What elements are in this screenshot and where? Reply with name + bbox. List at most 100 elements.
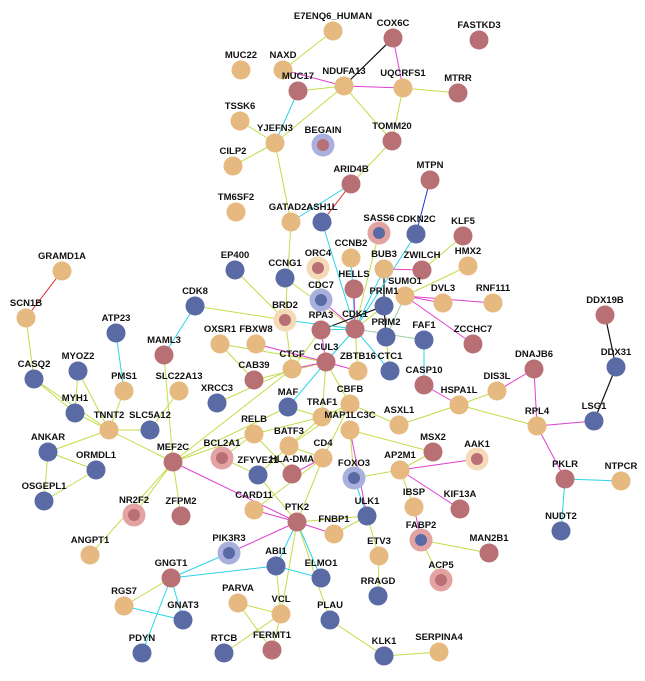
node-label-sass6: SASS6 [363,213,394,224]
node-label-rtcb: RTCB [211,633,238,644]
node-label-etv3: ETV3 [367,536,391,547]
node-circle-mtrr [449,84,468,103]
node-circle-hells [345,280,364,299]
node-circle-kif13a [451,500,470,519]
node-label-e7enq6-human: E7ENQ6_HUMAN [294,11,372,22]
node-circle-cd4 [314,449,333,468]
node-circle-atp23 [107,324,126,343]
node-label-bcl2a1: BCL2A1 [204,438,242,449]
node-circle-aak1 [471,453,483,465]
node-circle-ep400 [226,261,245,280]
node-circle-cul3 [317,353,336,372]
node-circle-plau [321,611,340,630]
node-label-gramd1a: GRAMD1A [38,251,86,262]
node-circle-msx2 [424,443,443,462]
node-circle-hla-dma [283,465,302,484]
node-label-zbtb16: ZBTB16 [340,351,376,362]
node-label-man2b1: MAN2B1 [469,533,509,544]
node-label-lsg1: LSG1 [582,401,608,412]
node-label-plau: PLAU [317,600,343,611]
node-circle-map1lc3c [341,421,360,440]
node-circle-rtcb [215,644,234,663]
node-label-dvl3: DVL3 [431,283,455,294]
node-circle-fbxw8 [247,335,266,354]
node-maf[interactable]: MAF [278,387,299,417]
node-circle-mef2c [164,453,183,472]
node-label-mtrr: MTRR [444,73,472,84]
node-circle-scn1b [17,309,36,328]
node-label-cdk1: CDK1 [342,309,369,320]
node-label-angpt1: ANGPT1 [71,535,110,546]
node-label-ndufa13: NDUFA13 [322,66,365,77]
node-circle-gatad2a [282,213,301,232]
node-label-tnnt2: TNNT2 [94,410,125,421]
node-circle-begain [317,139,329,151]
node-circle-pklr [556,470,575,489]
node-circle-fermt1 [263,641,282,660]
node-label-rgs7: RGS7 [111,586,137,597]
node-circle-cilp2 [224,157,243,176]
node-circle-zfyve21 [249,466,268,485]
node-label-hells: HELLS [338,269,369,280]
node-circle-rnf111 [484,294,503,313]
node-circle-sass6 [373,227,385,239]
node-label-slc22a13: SLC22A13 [156,371,203,382]
node-label-gnat3: GNAT3 [167,600,199,611]
node-cd4[interactable]: CD4 [313,438,333,468]
node-label-xrcc3: XRCC3 [201,383,233,394]
node-circle-maf [279,398,298,417]
node-circle-ptk2 [288,513,307,532]
node-brd2[interactable]: BRD2 [272,300,298,332]
node-circle-gngt1 [162,569,181,588]
node-circle-arid4b [342,175,361,194]
node-label-hla-dma: HLA-DMA [270,454,314,465]
node-label-dis3l: DIS3L [484,371,511,382]
node-circle-vcl [272,605,291,624]
node-circle-cdk1 [346,320,365,339]
node-circle-casq2 [25,370,44,389]
node-circle-uqcrfs1 [394,79,413,98]
node-label-traf1: TRAF1 [307,397,338,408]
node-circle-yjefn3 [266,134,285,153]
node-label-cilp2: CILP2 [220,146,247,157]
node-circle-elmo1 [312,569,331,588]
node-cdc7[interactable]: CDC7 [308,280,334,312]
node-label-cab39: CAB39 [238,360,269,371]
node-circle-ntpcr [612,472,631,491]
node-circle-pik3r3 [223,547,235,559]
node-circle-xrcc3 [208,394,227,413]
node-vcl[interactable]: VCL [272,594,291,624]
node-label-mef2c: MEF2C [157,442,189,453]
node-label-orc4: ORC4 [305,248,332,259]
node-circle-slc5a12 [141,421,160,440]
node-circle-pdyn [133,644,152,663]
node-label-uqcrfs1: UQCRFS1 [380,68,426,79]
node-circle-nudt2 [552,522,571,541]
node-label-fbxw8: FBXW8 [239,324,272,335]
node-label-acp5: ACP5 [428,560,454,571]
node-circle-brd2 [279,314,291,326]
node-circle-fabp2 [415,534,427,546]
node-label-myoz2: MYOZ2 [62,351,95,362]
node-circle-etv3 [370,547,389,566]
node-label-prim1: PRIM1 [369,286,399,297]
node-label-fastkd3: FASTKD3 [457,20,500,31]
node-circle-myh1 [66,404,85,423]
node-circle-nr2f2 [128,509,140,521]
node-label-cul3: CUL3 [314,342,339,353]
node-circle-zbtb16 [349,362,368,381]
node-label-ntpcr: NTPCR [605,461,638,472]
node-circle-bcl2a1 [216,452,228,464]
node-circle-ccng1 [276,269,295,288]
node-circle-ctc1 [381,362,400,381]
node-circle-acp5 [435,574,447,586]
node-label-faf1: FAF1 [412,320,436,331]
node-label-tssk6: TSSK6 [225,101,256,112]
node-label-kif13a: KIF13A [444,489,477,500]
node-label-zwilch: ZWILCH [404,250,441,261]
node-circle-muc22 [232,61,251,80]
node-circle-batf3 [280,437,299,456]
node-label-zfpm2: ZFPM2 [165,496,196,507]
node-label-slc5a12: SLC5A12 [129,410,171,421]
node-label-dnajb6: DNAJB6 [515,349,553,360]
